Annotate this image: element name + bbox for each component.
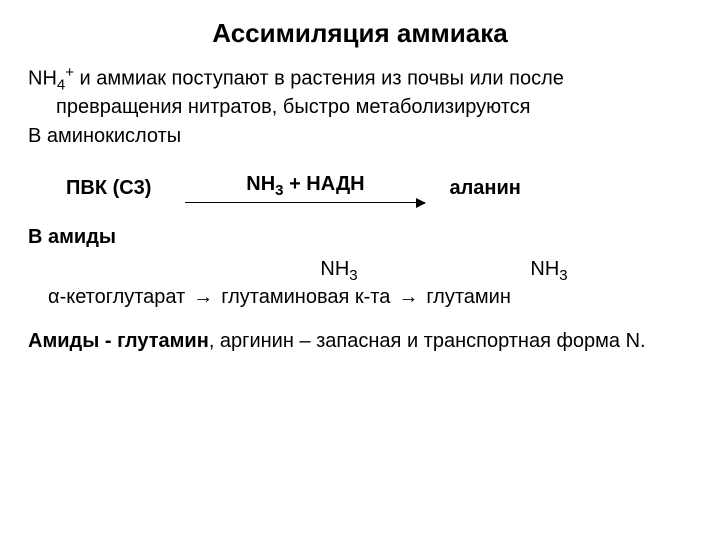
formula-sup: +	[65, 64, 74, 81]
slide-page: Ассимиляция аммиака NH4+ и аммиак поступ…	[0, 0, 720, 376]
arrow2-icon: →	[398, 285, 418, 311]
reaction-amino: ПВК (С3) NH3 + НАДН аланин	[66, 172, 692, 203]
cond-sub: 3	[275, 182, 283, 199]
cond-nadh: + НАДН	[284, 173, 365, 195]
slide-title: Ассимиляция аммиака	[28, 18, 692, 49]
reactant-ketoglutarate: α-кетоглутарат	[48, 285, 185, 311]
amides-rest: , аргинин – запасная и транспортная форм…	[209, 330, 646, 352]
reaction-condition: NH3 + НАДН	[246, 172, 364, 200]
heading-amino: В аминокислоты	[28, 124, 692, 150]
reaction-bottom-row: α-кетоглутарат → глутаминовая к-та → глу…	[48, 285, 692, 311]
nh-a-sub: 3	[349, 267, 357, 284]
product-glutamine: глутамин	[426, 285, 511, 311]
product-alanine: аланин	[449, 176, 520, 204]
cond-nh3-b: NH3	[444, 257, 654, 285]
reactant-pvk: ПВК (С3)	[66, 176, 151, 204]
formula-nh4: NH	[28, 68, 57, 90]
nh-b-sub: 3	[559, 267, 567, 284]
slide-content: NH4+ и аммиак поступают в растения из по…	[28, 63, 692, 354]
cond-nh3-a: NH3	[234, 257, 444, 285]
reaction-arrow-group: NH3 + НАДН	[185, 172, 425, 203]
reaction-amides: NH3 NH3 α-кетоглутарат → глутаминовая к-…	[48, 257, 692, 311]
nh-b: NH	[530, 258, 559, 280]
cond-nh: NH	[246, 173, 275, 195]
nh-a: NH	[320, 258, 349, 280]
arrow-icon	[185, 202, 425, 203]
paragraph-intro-text: и аммиак поступают в растения из почвы и…	[56, 68, 564, 118]
amides-bold: Амиды - глутамин	[28, 330, 209, 352]
reaction-top-row: NH3 NH3	[234, 257, 692, 285]
paragraph-intro: NH4+ и аммиак поступают в растения из по…	[28, 63, 692, 120]
formula-sub: 4	[57, 77, 65, 94]
product-glutamic: глутаминовая к-та	[221, 285, 390, 311]
arrow1-icon: →	[193, 285, 213, 311]
heading-amides: В амиды	[28, 225, 692, 251]
paragraph-amides-note: Амиды - глутамин, аргинин – запасная и т…	[28, 329, 692, 355]
